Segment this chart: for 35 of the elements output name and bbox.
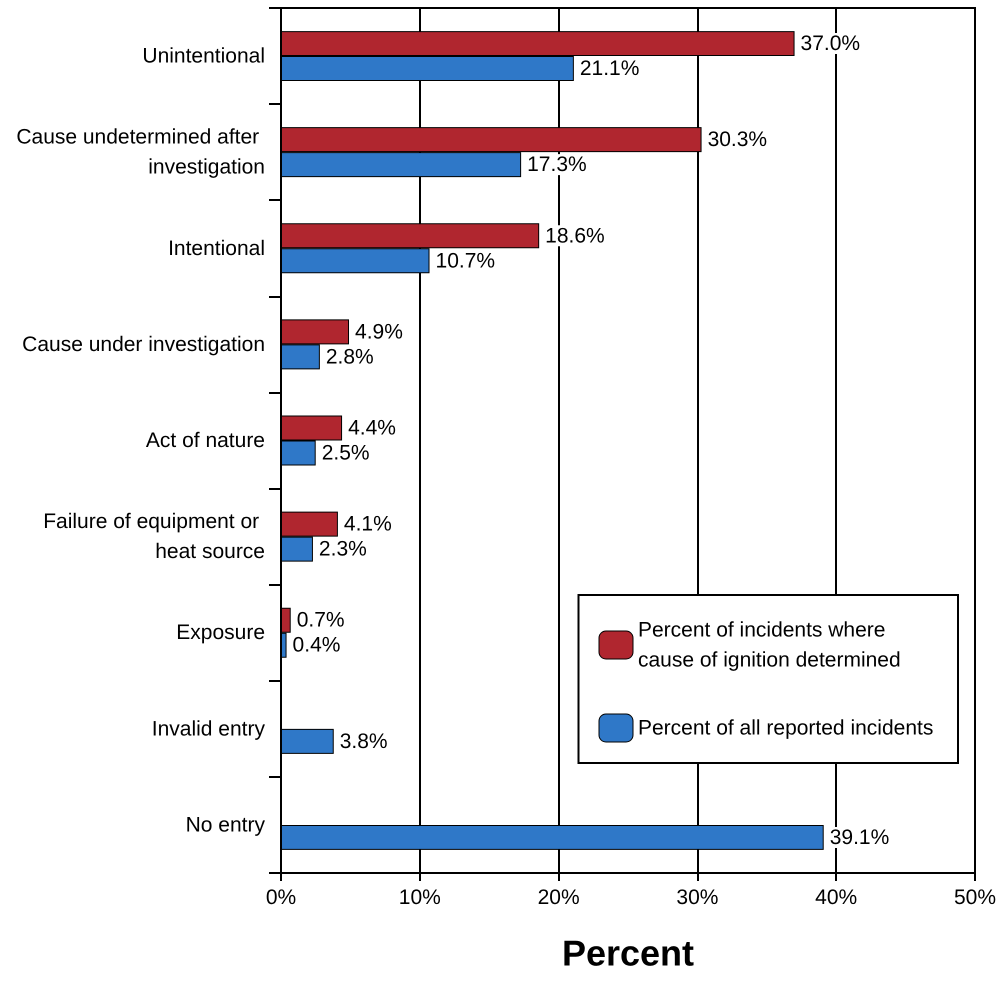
y-tick-label: Cause undetermined after investigation bbox=[16, 126, 265, 179]
data-label: 4.4% bbox=[348, 416, 396, 440]
data-label: 30.3% bbox=[708, 128, 768, 152]
y-tick-label: Act of nature bbox=[146, 429, 265, 452]
data-label: 18.6% bbox=[545, 224, 605, 248]
data-label: 2.5% bbox=[322, 441, 370, 464]
data-label: 0.4% bbox=[292, 634, 340, 657]
y-tick-label: Failure of equipment or heat source bbox=[43, 510, 265, 564]
x-axis-title: Percent bbox=[562, 932, 694, 974]
y-tick-label: Cause under investigation bbox=[22, 332, 265, 356]
data-label: 21.1% bbox=[580, 57, 640, 80]
data-label: 10.7% bbox=[436, 249, 496, 272]
y-tick-label: Invalid entry bbox=[152, 717, 266, 740]
y-tick-label: No entry bbox=[186, 813, 266, 836]
x-tick-label: 0% bbox=[266, 886, 296, 909]
y-tick-label: Unintentional bbox=[142, 44, 265, 68]
y-tick-label: Exposure bbox=[176, 621, 265, 644]
data-label: 4.1% bbox=[344, 512, 392, 536]
legend-label: Percent of incidents where cause of ignition determined bbox=[638, 618, 901, 672]
data-label: 3.8% bbox=[340, 730, 388, 753]
data-label: 2.8% bbox=[326, 345, 374, 368]
data-label: 39.1% bbox=[830, 826, 890, 849]
legend-label: Percent of all reported incidents bbox=[638, 716, 934, 740]
data-label: 0.7% bbox=[296, 608, 345, 632]
data-label: 17.3% bbox=[527, 153, 587, 176]
x-tick-label: 40% bbox=[815, 886, 858, 909]
data-label: 37.0% bbox=[800, 32, 860, 56]
data-label: 2.3% bbox=[318, 538, 367, 561]
y-tick-label: Intentional bbox=[168, 236, 265, 260]
data-label: 4.9% bbox=[355, 320, 403, 344]
x-tick-label: 50% bbox=[954, 886, 996, 909]
bar bbox=[281, 728, 334, 754]
x-tick-label: 10% bbox=[398, 886, 441, 909]
x-tick-label: 20% bbox=[538, 886, 580, 909]
x-tick-label: 30% bbox=[676, 886, 718, 909]
